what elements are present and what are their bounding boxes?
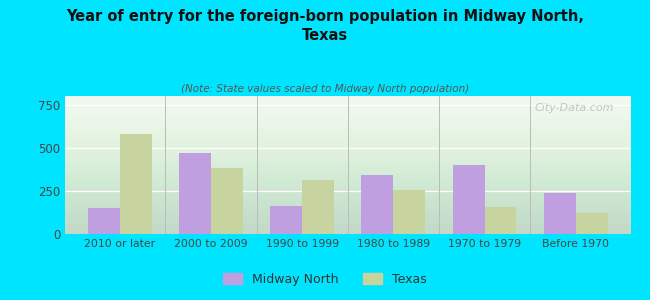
Bar <box>302 180 334 234</box>
Bar <box>211 168 243 234</box>
Bar <box>393 190 425 234</box>
Bar <box>452 165 484 234</box>
Text: City-Data.com: City-Data.com <box>534 103 614 113</box>
Bar <box>484 207 517 234</box>
Bar <box>576 213 608 234</box>
Text: (Note: State values scaled to Midway North population): (Note: State values scaled to Midway Nor… <box>181 84 469 94</box>
Bar <box>88 208 120 234</box>
Bar <box>120 134 151 234</box>
Text: Year of entry for the foreign-born population in Midway North,
Texas: Year of entry for the foreign-born popul… <box>66 9 584 43</box>
Bar <box>270 206 302 234</box>
Legend: Midway North, Texas: Midway North, Texas <box>218 268 432 291</box>
Bar <box>361 175 393 234</box>
Bar <box>179 153 211 234</box>
Bar <box>544 193 576 234</box>
